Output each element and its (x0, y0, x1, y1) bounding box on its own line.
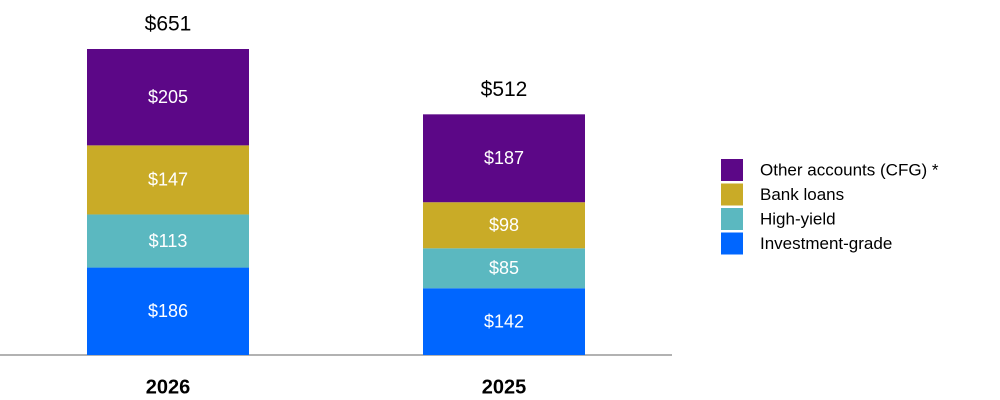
legend-label: Other accounts (CFG) * (760, 160, 939, 179)
x-tick-label: 2025 (482, 376, 527, 398)
value-label: $85 (489, 258, 519, 278)
value-label: $113 (149, 231, 188, 251)
legend-swatch (721, 208, 743, 230)
x-tick-label: 2026 (146, 376, 191, 398)
bar-segment (423, 202, 585, 249)
total-label: $512 (481, 78, 528, 101)
value-label: $142 (484, 311, 524, 331)
value-label: $187 (484, 148, 524, 168)
legend-swatch (721, 183, 743, 206)
bar-segment (87, 49, 249, 146)
value-label: $186 (148, 301, 188, 321)
legend-label: Bank loans (760, 185, 844, 204)
bar-segment (423, 288, 585, 355)
legend-swatch (721, 232, 743, 255)
value-label: $98 (489, 215, 519, 235)
bar-segment (423, 248, 585, 289)
value-label: $147 (148, 170, 188, 190)
total-label: $651 (145, 13, 192, 36)
legend-swatch (721, 159, 743, 181)
legend-label: High-yield (760, 209, 836, 228)
bar-segment (87, 214, 249, 268)
value-label: $205 (148, 87, 188, 107)
bar-segment (423, 114, 585, 203)
legend-label: Investment-grade (760, 234, 892, 253)
bar-segment (87, 145, 249, 215)
bar-segment (87, 267, 249, 355)
